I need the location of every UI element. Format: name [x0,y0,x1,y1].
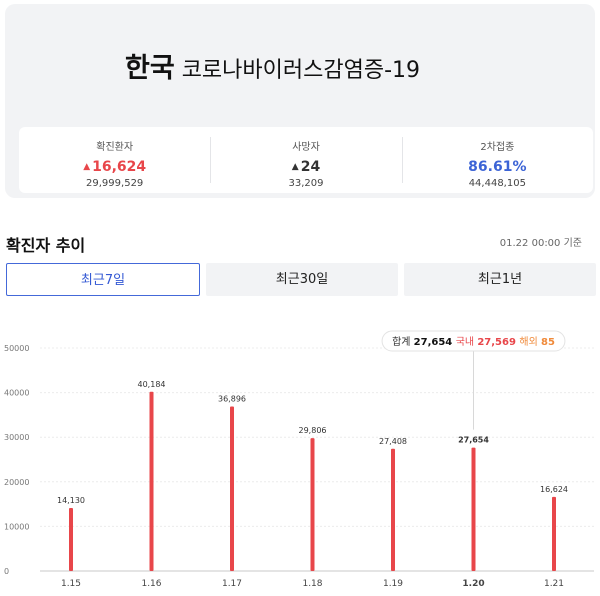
x-tick-label: 1.21 [544,579,564,589]
x-tick-label: 1.19 [383,579,403,589]
tooltip-domestic-label: 국내 [456,336,478,348]
cases-bar-chart: 0 10000 20000 30000 40000 50000 14,130 1.15 40,1… [4,330,594,589]
bar-1.21 [552,496,556,571]
x-tick-label: 1.18 [302,579,322,589]
tooltip-box [381,330,566,352]
tooltip-text: 합계 27,654 국내 27,569 해외 85 [392,335,555,348]
bar-value-label: 14,130 [57,496,85,505]
bar-value-label: 27,408 [379,437,407,446]
bar-1.20 [471,447,476,571]
bar-1.18 [310,438,315,571]
y-tick-label: 20000 [4,478,29,487]
x-tick-label: 1.15 [61,579,81,589]
y-tick-label: 0 [4,567,9,576]
x-tick-label: 1.20 [462,579,484,589]
period-tabs: 최근7일 최근30일 최근1년 [6,263,596,296]
tooltip-overseas-value: 85 [541,337,555,348]
tooltip-overseas-label: 해외 [519,335,541,348]
y-tick-label: 50000 [4,344,29,353]
x-tick-label: 1.16 [141,579,161,589]
title-country: 한국 [125,53,175,84]
y-tick-label: 40000 [4,389,29,398]
stat-value: 86.61% [468,159,527,175]
y-tick-label: 10000 [4,522,29,531]
up-arrow-icon: ▲ [291,162,299,172]
summary-card: 한국 코로나바이러스감염증-19 확진환자 ▲ 16,624 29,999,529… [5,4,595,198]
page-title: 한국 코로나바이러스감염증-19 [125,46,420,85]
stat-vaccination: 2차접종 86.61% 44,448,105 [401,127,593,193]
section-title: 확진자 추이 [6,236,86,255]
x-tick-label: 1.17 [222,579,242,589]
stat-confirmed: 확진환자 ▲ 16,624 29,999,529 [19,127,210,193]
stat-value: 24 [300,159,321,175]
tab-7days[interactable]: 최근7일 [6,263,200,296]
bar-1.15 [69,507,73,571]
stat-value: 16,624 [92,159,147,175]
up-arrow-icon: ▲ [83,162,91,172]
chart-tooltip: 합계 27,654 국내 27,569 해외 85 [381,330,566,352]
bar-value-label: 40,184 [138,380,166,389]
stat-label: 확진환자 [96,142,134,153]
stats-panel: 확진환자 ▲ 16,624 29,999,529 사망자 ▲ 24 33,209 2… [19,127,593,193]
stat-total: 33,209 [288,178,324,189]
stat-total: 44,448,105 [468,178,526,189]
bar-1.19 [391,448,395,571]
tooltip-total-label: 합계 [392,336,414,348]
bar-1.16 [149,391,154,571]
stat-deaths: 사망자 ▲ 24 33,209 [210,127,401,193]
bar-value-label: 27,654 [458,436,489,445]
tab-30days[interactable]: 최근30일 [206,263,398,296]
stat-label: 사망자 [292,142,320,153]
bar-1.17 [230,406,234,571]
update-timestamp: 01.22 00:00 기준 [499,238,582,249]
bar-value-label: 36,896 [218,394,246,403]
bar-value-label: 16,624 [540,485,568,494]
stat-total: 29,999,529 [86,178,144,189]
tooltip-domestic-value: 27,569 [477,337,519,348]
stat-label: 2차접종 [480,142,515,153]
tab-1year[interactable]: 최근1년 [404,263,596,296]
bar-value-label: 29,806 [299,426,327,435]
tooltip-total-value: 27,654 [414,337,456,348]
y-tick-label: 30000 [4,433,29,442]
title-disease: 코로나바이러스감염증-19 [181,58,421,83]
